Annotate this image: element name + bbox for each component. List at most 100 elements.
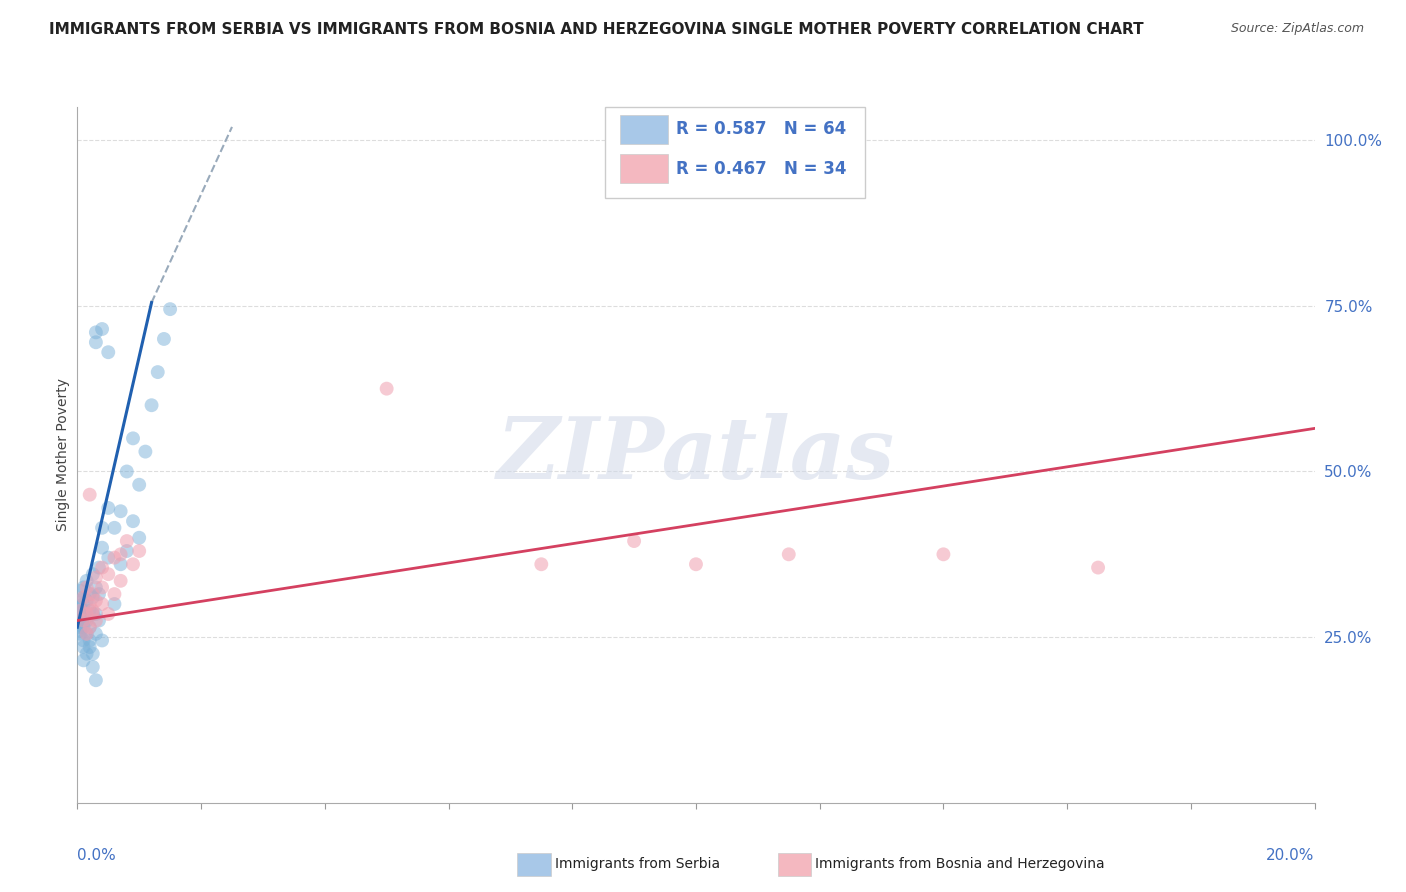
Text: R = 0.467   N = 34: R = 0.467 N = 34: [676, 160, 846, 178]
Point: [932, 547, 955, 561]
Point: [122, 431, 145, 445]
Point: [91, 597, 114, 611]
Point: [97, 550, 120, 565]
Point: [103, 550, 125, 565]
Point: [122, 514, 145, 528]
Point: [72, 597, 94, 611]
Point: [76, 627, 98, 641]
Point: [76, 574, 98, 588]
Point: [76, 593, 98, 607]
Point: [79, 640, 101, 654]
Point: [69, 624, 91, 638]
Point: [103, 597, 125, 611]
Text: IMMIGRANTS FROM SERBIA VS IMMIGRANTS FROM BOSNIA AND HERZEGOVINA SINGLE MOTHER P: IMMIGRANTS FROM SERBIA VS IMMIGRANTS FRO…: [49, 22, 1144, 37]
Point: [79, 488, 101, 502]
Point: [1087, 560, 1109, 574]
Point: [128, 531, 150, 545]
Point: [84, 673, 107, 688]
Point: [134, 444, 156, 458]
Point: [84, 326, 107, 340]
Point: [623, 534, 645, 549]
Point: [82, 607, 104, 621]
Point: [72, 604, 94, 618]
Point: [97, 500, 120, 515]
Point: [72, 633, 94, 648]
Point: [375, 382, 398, 396]
Point: [76, 610, 98, 624]
Point: [84, 335, 107, 350]
Point: [146, 365, 169, 379]
Point: [97, 567, 120, 582]
Point: [141, 398, 163, 412]
Point: [76, 627, 98, 641]
Point: [76, 607, 98, 621]
Point: [87, 587, 110, 601]
Point: [91, 560, 114, 574]
Point: [79, 633, 101, 648]
Point: [530, 558, 553, 572]
Point: [69, 600, 91, 615]
Point: [685, 558, 707, 572]
Text: R = 0.587   N = 64: R = 0.587 N = 64: [676, 120, 846, 138]
Point: [69, 604, 91, 618]
Point: [91, 633, 114, 648]
Point: [84, 627, 107, 641]
Point: [79, 587, 101, 601]
Point: [91, 581, 114, 595]
Point: [110, 547, 132, 561]
Point: [110, 504, 132, 518]
Point: [153, 332, 176, 346]
Point: [84, 570, 107, 584]
Point: [103, 587, 125, 601]
Point: [82, 607, 104, 621]
Point: [110, 558, 132, 572]
Point: [87, 614, 110, 628]
Point: [91, 322, 114, 336]
Text: 0.0%: 0.0%: [77, 848, 117, 863]
Point: [115, 544, 138, 558]
Point: [159, 302, 181, 317]
Point: [82, 591, 104, 605]
Text: Immigrants from Bosnia and Herzegovina: Immigrants from Bosnia and Herzegovina: [815, 857, 1105, 871]
Point: [115, 534, 138, 549]
Text: ZIPatlas: ZIPatlas: [496, 413, 896, 497]
Point: [69, 614, 91, 628]
Point: [76, 647, 98, 661]
Point: [87, 560, 110, 574]
Text: 20.0%: 20.0%: [1267, 848, 1315, 863]
Y-axis label: Single Mother Poverty: Single Mother Poverty: [56, 378, 70, 532]
Text: Source: ZipAtlas.com: Source: ZipAtlas.com: [1230, 22, 1364, 36]
Point: [122, 558, 145, 572]
Point: [72, 614, 94, 628]
Point: [72, 620, 94, 634]
Point: [115, 465, 138, 479]
Point: [110, 574, 132, 588]
Point: [103, 521, 125, 535]
Point: [72, 591, 94, 605]
Point: [84, 614, 107, 628]
Point: [76, 581, 98, 595]
Point: [82, 567, 104, 582]
Point: [82, 660, 104, 674]
Point: [97, 607, 120, 621]
Point: [72, 614, 94, 628]
Point: [69, 627, 91, 641]
Point: [79, 597, 101, 611]
Point: [72, 640, 94, 654]
Point: [91, 521, 114, 535]
Text: Immigrants from Serbia: Immigrants from Serbia: [555, 857, 720, 871]
Point: [79, 620, 101, 634]
Point: [72, 581, 94, 595]
Point: [82, 587, 104, 601]
Point: [82, 604, 104, 618]
Point: [79, 604, 101, 618]
Point: [128, 544, 150, 558]
Point: [778, 547, 800, 561]
Point: [69, 620, 91, 634]
Point: [72, 591, 94, 605]
Point: [97, 345, 120, 359]
Point: [69, 607, 91, 621]
Point: [82, 647, 104, 661]
Point: [79, 620, 101, 634]
Point: [69, 583, 91, 598]
